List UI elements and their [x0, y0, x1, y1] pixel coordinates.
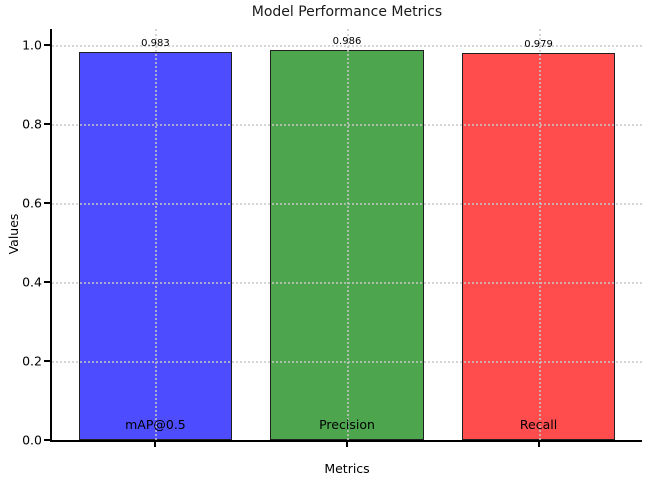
v-gridline	[347, 29, 349, 440]
v-gridline	[538, 29, 541, 440]
bar-Precision	[270, 50, 424, 440]
y-tick-mark	[44, 439, 50, 441]
y-tick-label: 0.8	[22, 116, 42, 132]
x-axis-spine	[50, 440, 642, 442]
x-tick-mark	[537, 442, 540, 447]
bar-Recall	[461, 53, 616, 440]
y-axis-spine	[50, 29, 52, 442]
x-tick-mark	[154, 442, 157, 447]
y-tick-label: 1.0	[22, 37, 42, 53]
y-tick-mark	[44, 201, 50, 204]
y-axis-label: Values	[6, 213, 21, 255]
v-gridline	[155, 29, 158, 440]
x-tick-mark	[346, 442, 348, 447]
y-tick-label: 0.0	[22, 432, 42, 448]
bar-mAP@0.5	[78, 51, 233, 440]
y-tick-mark	[44, 359, 50, 362]
x-tick-label: Precision	[319, 417, 375, 432]
bar-value-label: 0.979	[524, 39, 553, 51]
y-tick-mark	[44, 43, 50, 46]
bar-value-label: 0.986	[332, 36, 362, 48]
x-axis-label: Metrics	[324, 461, 370, 476]
y-tick-mark	[44, 122, 50, 125]
y-tick-label: 0.2	[22, 353, 42, 369]
chart-title: Model Performance Metrics	[251, 4, 443, 20]
x-tick-label: Recall	[519, 417, 558, 432]
x-tick-label: mAP@0.5	[125, 417, 186, 432]
y-tick-label: 0.6	[22, 195, 42, 211]
y-tick-mark	[44, 280, 50, 283]
bar-value-label: 0.983	[141, 37, 170, 49]
plot-area: 0.0 0.2 0.4 0.6 0.8 1.0 0.983 0.986 0.979	[22, 29, 642, 448]
y-tick-label: 0.4	[22, 274, 42, 290]
